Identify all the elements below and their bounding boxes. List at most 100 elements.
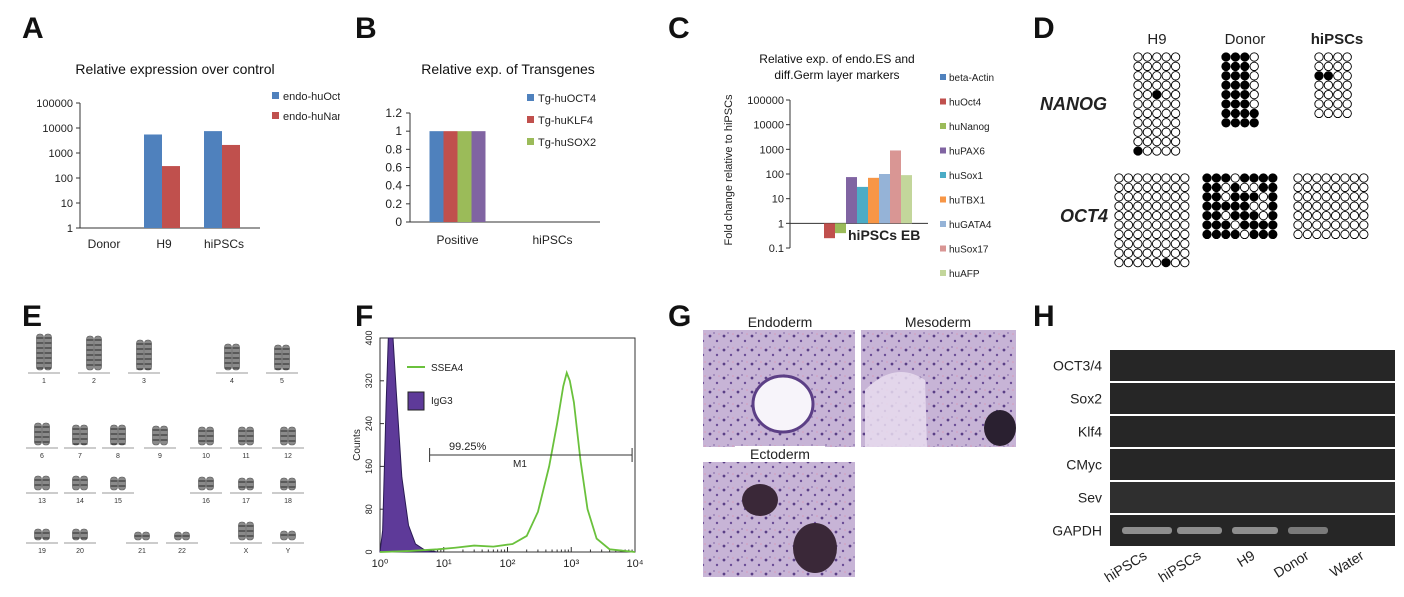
chart-c-legend-swatch <box>940 147 946 154</box>
chromosome-label: 13 <box>38 498 46 505</box>
panel-label-f: F <box>355 300 374 333</box>
chart-c-category-label: hiPSCs EB <box>848 227 920 243</box>
cpg-circle <box>1142 118 1153 128</box>
cpg-circle <box>1302 201 1313 211</box>
gel-row-label: Sev <box>1078 490 1102 506</box>
cpg-circle <box>1230 229 1240 240</box>
cpg-circle <box>1170 201 1181 211</box>
cpg-circle <box>1268 192 1278 202</box>
gel-band <box>1177 527 1222 534</box>
chromosome <box>110 424 118 446</box>
chart-c-bar <box>890 150 901 224</box>
cpg-circle <box>1293 182 1303 193</box>
cpg-circle <box>1161 220 1171 230</box>
cpg-circle <box>1142 173 1152 183</box>
chart-c-legend-swatch <box>940 245 946 252</box>
cpg-circle <box>1211 229 1222 240</box>
cpg-circle <box>1340 220 1350 230</box>
chromosome-pair: 13 <box>26 475 58 505</box>
chart-c-legend-label: huOct4 <box>949 98 982 109</box>
gel-lane-label: H9 <box>1234 547 1258 570</box>
chromosome-label: 11 <box>242 453 249 460</box>
chromosome-pair: 22 <box>166 531 198 555</box>
histogram-ssea4 <box>379 369 636 553</box>
chart-a-legend-swatch <box>272 92 279 99</box>
chromosome <box>246 477 254 491</box>
chart-c-legend-label: huPAX6 <box>949 147 985 158</box>
cpg-circle <box>1170 210 1181 221</box>
chart-f-ytick-label: 160 <box>364 459 374 474</box>
cpg-circle <box>1349 192 1360 202</box>
cpg-circle <box>1123 210 1134 221</box>
chart-a-bar <box>144 134 162 228</box>
chart-c-title: diff.Germ layer markers <box>774 68 899 82</box>
chart-b-bar <box>429 131 444 222</box>
cpg-circle <box>1312 220 1322 230</box>
cpg-circle <box>1249 61 1259 72</box>
cpg-circle <box>1161 52 1171 62</box>
chromosome-label: 7 <box>78 453 82 460</box>
gel-band <box>1232 527 1278 534</box>
chart-f-frame <box>379 337 636 553</box>
cpg-circle <box>1249 71 1259 81</box>
cpg-circle <box>1302 192 1313 202</box>
cpg-circle <box>1180 173 1190 183</box>
chromosome <box>80 528 88 541</box>
cpg-circle <box>1258 173 1269 183</box>
chromosome <box>34 528 42 541</box>
cpg-circle <box>1180 248 1190 258</box>
cpg-circle <box>1142 192 1152 202</box>
chart-b-bar <box>443 131 458 222</box>
cpg-circle <box>1180 220 1190 230</box>
cpg-circle <box>1330 182 1341 193</box>
cpg-circle <box>1230 118 1241 128</box>
chromosome-pair: 2 <box>78 335 110 385</box>
cpg-circle <box>1170 182 1181 193</box>
cpg-circle <box>1202 220 1212 230</box>
chromosome-label: 16 <box>202 498 210 505</box>
cpg-circle <box>1321 220 1331 230</box>
cpg-circle <box>1211 220 1222 230</box>
cpg-circle <box>1221 210 1231 221</box>
cpg-circle <box>1180 257 1190 268</box>
chart-b-legend-label: Tg-huOCT4 <box>538 93 596 105</box>
chromosome-label: 8 <box>116 453 120 460</box>
cpg-circle <box>1293 192 1303 202</box>
cpg-circle <box>1302 210 1313 221</box>
chromosome-pair: 5 <box>266 344 298 385</box>
methylation-grid-nanog-donor <box>1221 52 1259 128</box>
cpg-circle <box>1230 89 1241 100</box>
cpg-circle <box>1221 71 1231 81</box>
chart-c-legend-swatch <box>940 270 946 276</box>
gel-band <box>1122 527 1172 534</box>
cpg-circle <box>1211 201 1222 211</box>
cpg-circle <box>1152 99 1162 109</box>
cpg-circle <box>1333 80 1343 90</box>
cpg-circle <box>1258 192 1269 202</box>
cpg-circle <box>1161 89 1171 100</box>
chromosome-label: 5 <box>280 378 284 385</box>
cpg-circle <box>1342 71 1352 81</box>
chart-c-ytick-label: 1000 <box>760 144 784 156</box>
chromosome <box>280 477 288 491</box>
chromosome-pair: 18 <box>272 477 304 505</box>
cpg-circle <box>1249 192 1259 202</box>
cpg-circle <box>1240 99 1250 109</box>
cpg-circle <box>1170 239 1181 249</box>
cpg-circle <box>1133 257 1143 268</box>
chart-a-ytick-label: 1 <box>67 223 73 235</box>
methylation-row-label: OCT4 <box>1060 206 1108 226</box>
cpg-circle <box>1230 173 1240 183</box>
cpg-circle <box>1333 52 1343 62</box>
chart-f-xtick-label: 10¹ <box>436 558 452 570</box>
chromosome-pair: 1 <box>28 333 60 385</box>
gel-lane-label: hiPSCs <box>1102 547 1150 585</box>
chart-c-ytick-label: 0.1 <box>769 243 784 255</box>
cpg-circle <box>1123 182 1134 193</box>
cpg-circle <box>1142 127 1153 137</box>
cpg-circle <box>1202 201 1212 211</box>
cpg-circle <box>1333 71 1343 81</box>
ectoderm-pigment <box>742 484 778 516</box>
cpg-circle <box>1268 173 1278 183</box>
chromosome-pair: 4 <box>216 343 248 385</box>
